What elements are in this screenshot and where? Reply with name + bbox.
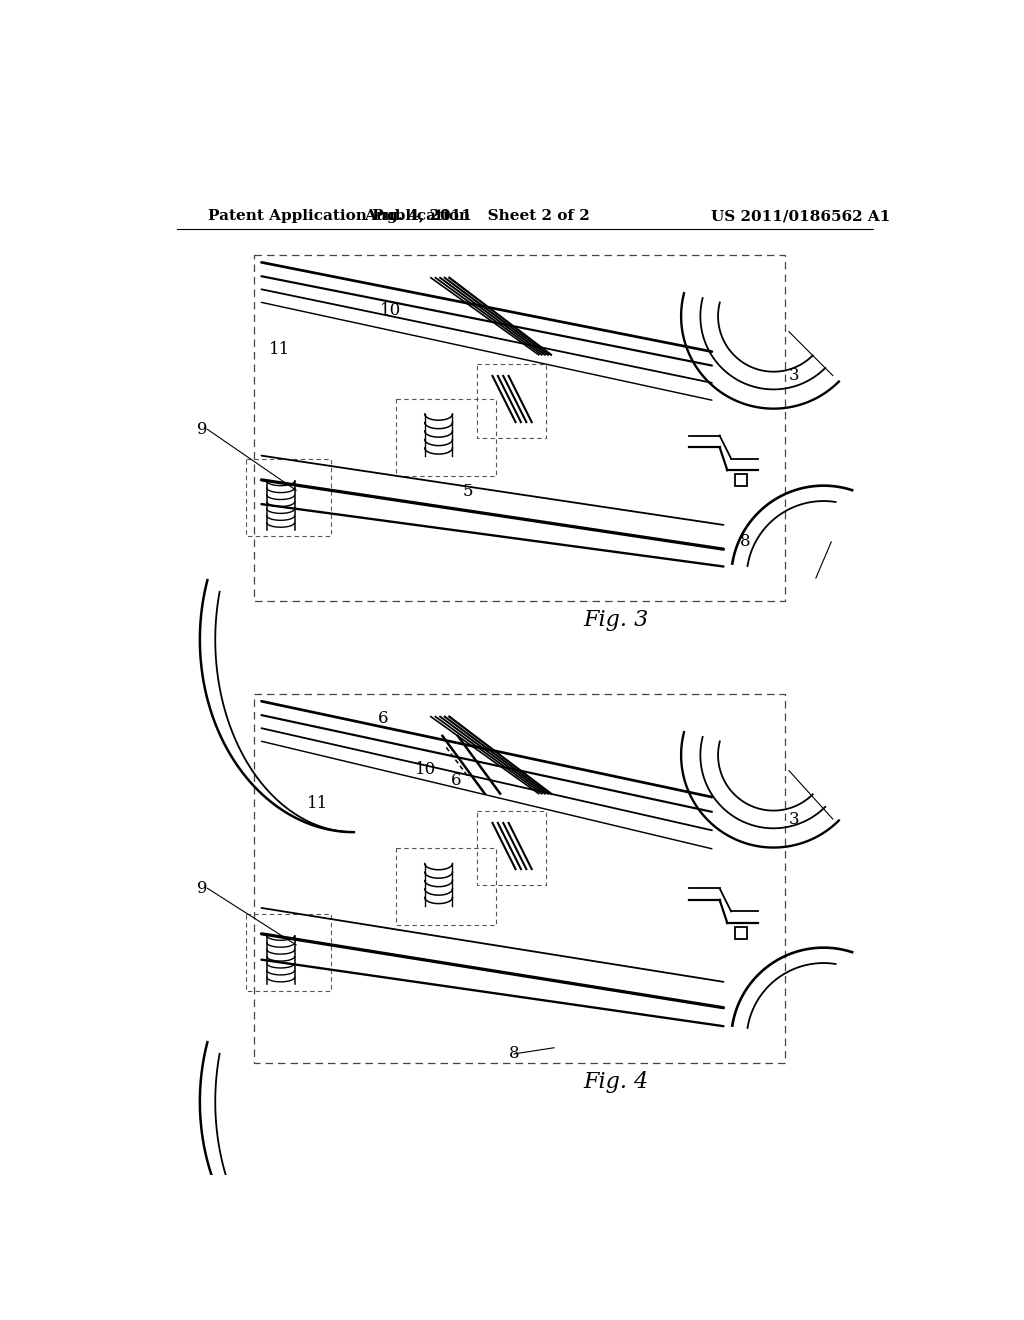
Text: 9: 9 xyxy=(197,421,208,438)
Text: 8: 8 xyxy=(509,1045,519,1063)
Text: Patent Application Publication: Patent Application Publication xyxy=(208,209,470,223)
Bar xyxy=(254,693,785,1063)
Bar xyxy=(396,399,497,475)
Text: 10: 10 xyxy=(415,760,436,777)
Text: 6: 6 xyxy=(451,772,462,789)
Text: Fig. 4: Fig. 4 xyxy=(583,1072,648,1093)
Bar xyxy=(246,913,331,991)
Text: 9: 9 xyxy=(197,880,208,896)
Bar xyxy=(254,255,785,601)
Bar xyxy=(477,812,547,884)
Text: 3: 3 xyxy=(788,367,800,384)
Bar xyxy=(246,459,331,536)
Text: 8: 8 xyxy=(739,533,751,550)
Text: US 2011/0186562 A1: US 2011/0186562 A1 xyxy=(711,209,890,223)
Text: 6: 6 xyxy=(378,710,388,727)
Text: Fig. 3: Fig. 3 xyxy=(583,610,648,631)
Text: 10: 10 xyxy=(380,301,401,318)
Text: 5: 5 xyxy=(463,483,473,499)
Bar xyxy=(735,927,748,940)
Bar xyxy=(396,849,497,925)
Text: 3: 3 xyxy=(788,810,800,828)
Bar xyxy=(735,474,748,487)
Text: Aug. 4, 2011   Sheet 2 of 2: Aug. 4, 2011 Sheet 2 of 2 xyxy=(365,209,590,223)
Text: 11: 11 xyxy=(307,795,329,812)
Bar xyxy=(477,364,547,437)
Text: 11: 11 xyxy=(268,341,290,358)
